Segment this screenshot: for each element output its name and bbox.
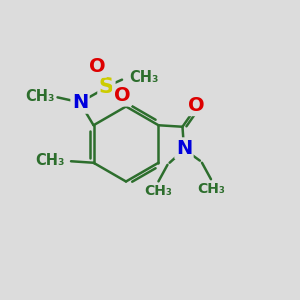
Text: N: N bbox=[72, 93, 88, 112]
Text: N: N bbox=[176, 139, 192, 158]
Text: CH₃: CH₃ bbox=[197, 182, 225, 196]
Text: O: O bbox=[188, 96, 205, 115]
Text: O: O bbox=[89, 57, 106, 76]
Text: CH₃: CH₃ bbox=[130, 70, 159, 85]
Text: O: O bbox=[114, 86, 130, 105]
Text: CH₃: CH₃ bbox=[25, 89, 55, 104]
Text: CH₃: CH₃ bbox=[145, 184, 172, 198]
Text: CH₃: CH₃ bbox=[36, 153, 65, 168]
Text: S: S bbox=[99, 77, 114, 97]
